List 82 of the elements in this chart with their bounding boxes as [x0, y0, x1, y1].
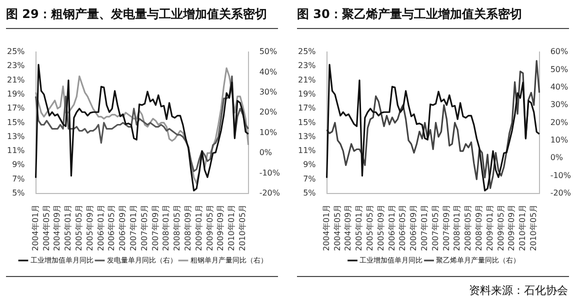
chart-title: 图 29：粗钢产量、发电量与工业增加值关系密切 — [6, 6, 267, 23]
y2-tick-label: 50% — [550, 64, 569, 74]
text: 资料来源：石化协会 — [469, 283, 568, 298]
x-tick-label: 2008年09月 — [183, 204, 192, 252]
y-tick-label: 5% — [12, 188, 26, 198]
y-tick-label: 17% — [298, 104, 316, 113]
x-tick-label: 2004年05月 — [42, 204, 51, 252]
x-tick-label: 2008年05月 — [172, 204, 182, 252]
y2-tick-label: 40% — [550, 82, 569, 92]
y-tick-label: 15% — [7, 118, 26, 127]
x-tick-label: 2010年05月 — [528, 204, 538, 252]
x-tick-label: 2004年09月 — [344, 204, 353, 252]
x-tick-label: 2008年09月 — [474, 204, 484, 252]
y-tick-label: 9% — [12, 160, 26, 170]
x-tick-label: 2004年05月 — [332, 204, 342, 252]
y2-tick-label: 10% — [259, 128, 278, 137]
x-tick-label: 2004年01月 — [30, 204, 40, 252]
y-tick-label: 7% — [12, 174, 26, 184]
y-tick-label: 9% — [303, 160, 316, 170]
y-tick-label: 23% — [7, 61, 26, 70]
x-tick-label: 2007年05月 — [430, 204, 440, 252]
y-tick-label: 11% — [298, 146, 316, 156]
y2-tick-label: 0% — [550, 153, 564, 162]
x-tick-label: 2006年01月 — [387, 204, 396, 252]
x-tick-label: 2009年01月 — [194, 204, 204, 252]
x-tick-label: 2010年05月 — [238, 204, 247, 252]
y-tick-label: 7% — [303, 174, 316, 184]
y-tick-label: 11% — [7, 146, 26, 156]
x-tick-label: 2006年05月 — [107, 204, 116, 252]
y-tick-label: 23% — [298, 61, 316, 70]
x-tick-label: 2006年01月 — [96, 204, 106, 252]
y2-tick-label: -10% — [259, 168, 280, 178]
x-tick-label: 2005年01月 — [354, 204, 364, 252]
y-tick-label: 25% — [298, 47, 316, 56]
x-tick-label: 2005年05月 — [74, 204, 84, 252]
x-tick-label: 2009年05月 — [205, 204, 214, 252]
x-tick-label: 2007年01月 — [128, 204, 138, 252]
x-tick-label: 2007年05月 — [140, 204, 149, 252]
y2-tick-label: 20% — [550, 118, 569, 127]
x-tick-label: 2006年05月 — [398, 204, 408, 252]
x-tick-label: 2009年09月 — [507, 204, 516, 252]
y2-tick-label: 10% — [550, 135, 569, 144]
y2-tick-label: 60% — [550, 47, 569, 56]
y-tick-label: 15% — [298, 118, 316, 127]
y2-tick-label: 30% — [550, 100, 569, 110]
y-tick-label: 21% — [298, 75, 316, 84]
y2-tick-label: 50% — [259, 47, 278, 56]
y-tick-label: 19% — [298, 90, 316, 99]
x-tick-label: 2008年05月 — [464, 204, 473, 252]
y2-tick-label: 20% — [259, 108, 278, 117]
y-tick-label: 19% — [7, 90, 26, 99]
chart-title: 图 30：聚乙烯产量与工业增加值关系密切 — [297, 6, 522, 23]
y2-tick-label: -20% — [550, 188, 572, 198]
y-tick-label: 21% — [7, 75, 26, 84]
x-tick-label: 2007年01月 — [420, 204, 429, 252]
x-tick-label: 2010年01月 — [518, 204, 528, 252]
x-tick-label: 2007年09月 — [442, 204, 451, 252]
y2-tick-label: 40% — [259, 67, 278, 76]
y2-tick-label: -10% — [550, 170, 572, 180]
y-tick-label: 13% — [7, 132, 26, 141]
x-tick-label: 2004年09月 — [52, 204, 62, 252]
x-tick-label: 2005年01月 — [64, 204, 73, 252]
x-tick-label: 2010年01月 — [227, 204, 236, 252]
y-tick-label: 13% — [298, 132, 316, 141]
x-tick-label: 2006年09月 — [409, 204, 418, 252]
x-tick-label: 2005年09月 — [85, 204, 94, 252]
y-tick-label: 25% — [7, 47, 26, 56]
x-tick-label: 2005年05月 — [365, 204, 374, 252]
y2-tick-label: 0% — [259, 148, 272, 158]
x-tick-label: 2005年09月 — [376, 204, 386, 252]
x-tick-label: 2007年09月 — [150, 204, 160, 252]
y2-tick-label: 30% — [259, 87, 278, 96]
x-tick-label: 2004年01月 — [322, 204, 331, 252]
x-tick-label: 2009年01月 — [485, 204, 494, 252]
x-tick-label: 2008年01月 — [452, 204, 462, 252]
y-tick-label: 5% — [303, 188, 316, 198]
x-tick-label: 2006年09月 — [118, 204, 128, 252]
x-tick-label: 2009年09月 — [216, 204, 226, 252]
x-tick-label: 2009年05月 — [496, 204, 506, 252]
x-tick-label: 2008年01月 — [162, 204, 171, 252]
y2-tick-label: -20% — [259, 188, 280, 198]
y-tick-label: 17% — [7, 104, 26, 113]
